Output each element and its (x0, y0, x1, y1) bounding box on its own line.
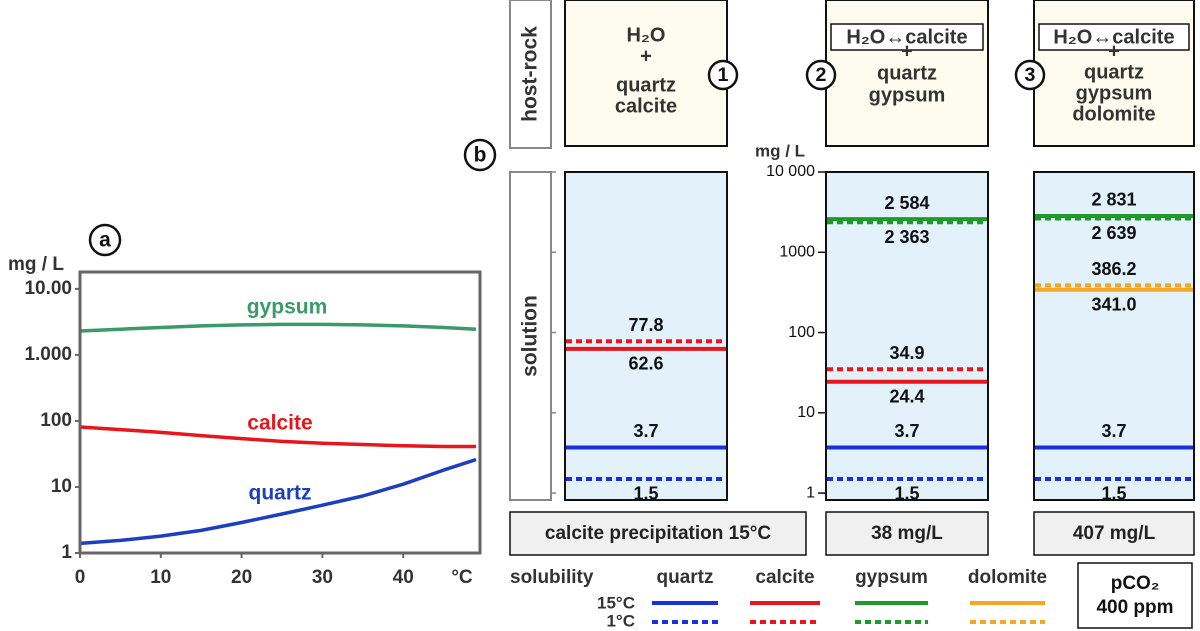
solution-box (825, 171, 989, 501)
host-rock-box (564, 0, 728, 147)
column-number-circle (707, 59, 739, 91)
x-axis-label: °C (451, 567, 473, 588)
y-axis-label: mg / L (8, 254, 64, 275)
value-label: 2 639 (1091, 223, 1136, 243)
y-tick-label: 10 (51, 476, 72, 497)
legend-label: quartz (657, 567, 714, 588)
legend-temperature: 15°C (597, 593, 635, 612)
column-number-circle (1014, 59, 1046, 91)
y-tick-label: 1 (806, 484, 815, 501)
pco2-box (1077, 562, 1193, 629)
column-number-circle (805, 59, 837, 91)
legend-label: dolomite (968, 567, 1047, 588)
y-tick-label: 100 (788, 324, 815, 341)
x-tick-label: 40 (393, 567, 414, 588)
plot-frame (78, 270, 482, 555)
host-rock-text: calcite (615, 95, 677, 117)
row-label-box (509, 0, 552, 149)
value-label: 2 363 (884, 227, 929, 247)
value-label: 3.7 (894, 421, 919, 441)
x-tick-label: 0 (75, 567, 86, 588)
host-rock-text: gypsum (869, 84, 946, 106)
column-number: 2 (816, 64, 827, 86)
column-number: 3 (1025, 64, 1036, 86)
pco2-text: 400 ppm (1096, 597, 1173, 618)
reaction: H₂O↔calcite (846, 26, 967, 48)
data-line (79, 322, 477, 333)
y-tick-label: 1.000 (24, 344, 72, 365)
host-rock-text: quartz (877, 62, 937, 84)
host-rock-text: quartz (1084, 61, 1144, 83)
footer-box (825, 511, 989, 556)
value-label: 341.0 (1091, 295, 1136, 315)
column-number: 1 (718, 64, 729, 86)
host-rock-text: + (1108, 40, 1120, 62)
host-rock-text: + (901, 40, 913, 62)
y-tick-label: 1000 (779, 243, 815, 260)
value-label: 77.8 (628, 315, 663, 335)
footer-box (1033, 511, 1195, 556)
solution-box (564, 171, 728, 501)
reaction-box (830, 23, 984, 51)
value-label: 62.6 (628, 354, 663, 374)
legend-title: solubility (510, 567, 594, 588)
x-tick-label: 20 (231, 567, 252, 588)
data-line (79, 425, 476, 449)
y-tick-label: 1 (61, 542, 72, 563)
value-label: 2 584 (884, 193, 929, 213)
legend-temperature: 1°C (606, 611, 635, 630)
footer-text: 407 mg/L (1073, 523, 1156, 544)
reaction-box (1038, 23, 1190, 51)
x-tick-label: 30 (312, 567, 333, 588)
footer-box (509, 511, 807, 556)
value-label: 1.5 (1101, 484, 1126, 504)
panel-label-circle (88, 223, 122, 257)
row-label: host-rock (519, 26, 542, 122)
series-label: gypsum (247, 296, 328, 319)
value-label: 3.7 (1101, 421, 1126, 441)
y-tick-label: 10.00 (24, 278, 72, 299)
host-rock-text: quartz (616, 74, 676, 96)
panel-label: b (474, 144, 487, 167)
value-label: 34.9 (889, 343, 924, 363)
y-tick-label: 100 (40, 410, 72, 431)
footer-text: 38 mg/L (871, 523, 943, 544)
value-label: 1.5 (633, 484, 658, 504)
value-label: 3.7 (633, 421, 658, 441)
data-line (79, 457, 477, 546)
panel-label-circle (463, 138, 497, 172)
y-axis-label: mg / L (755, 141, 805, 160)
host-rock-text: dolomite (1072, 103, 1155, 125)
host-rock-text: H₂O (627, 24, 666, 46)
series-label: quartz (249, 482, 312, 505)
value-label: 386.2 (1091, 259, 1136, 279)
legend-label: calcite (755, 567, 814, 588)
y-tick-label: 10 000 (766, 163, 815, 180)
panel-label: a (99, 229, 111, 252)
solution-box (1033, 171, 1195, 501)
value-label: 1.5 (894, 484, 919, 504)
row-label-box (509, 171, 552, 501)
row-label: solution (519, 295, 542, 377)
x-tick-label: 10 (150, 567, 171, 588)
series-label: calcite (247, 412, 312, 435)
legend-label: gypsum (855, 567, 928, 588)
host-rock-text: + (640, 45, 652, 67)
pco2-text: pCO₂ (1111, 573, 1160, 594)
host-rock-text: gypsum (1076, 82, 1153, 104)
value-label: 2 831 (1091, 190, 1136, 210)
y-tick-label: 10 (797, 404, 815, 421)
footer-text: calcite precipitation 15°C (545, 523, 771, 544)
reaction: H₂O↔calcite (1053, 26, 1174, 48)
value-label: 24.4 (889, 386, 924, 406)
